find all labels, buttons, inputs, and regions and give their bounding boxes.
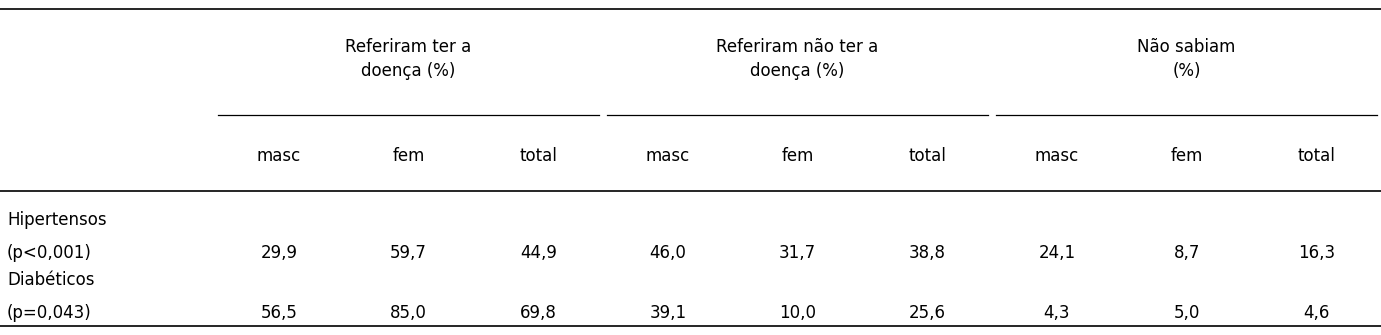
Text: Não sabiam
(%): Não sabiam (%) (1138, 38, 1236, 80)
Text: 29,9: 29,9 (261, 244, 297, 262)
Text: 69,8: 69,8 (519, 304, 557, 322)
Text: 5,0: 5,0 (1174, 304, 1200, 322)
Text: Hipertensos: Hipertensos (7, 211, 106, 229)
Text: 44,9: 44,9 (519, 244, 557, 262)
Text: 56,5: 56,5 (261, 304, 297, 322)
Text: 24,1: 24,1 (1039, 244, 1076, 262)
Text: total: total (909, 146, 946, 164)
Text: 8,7: 8,7 (1174, 244, 1200, 262)
Text: total: total (1297, 146, 1335, 164)
Text: Diabéticos: Diabéticos (7, 271, 94, 289)
Text: fem: fem (782, 146, 813, 164)
Text: total: total (519, 146, 557, 164)
Text: Referiram ter a
doença (%): Referiram ter a doença (%) (345, 38, 472, 80)
Text: Referiram não ter a
doença (%): Referiram não ter a doença (%) (717, 38, 878, 80)
Text: 4,3: 4,3 (1044, 304, 1070, 322)
Text: fem: fem (1171, 146, 1203, 164)
Text: 59,7: 59,7 (389, 244, 427, 262)
Text: 16,3: 16,3 (1298, 244, 1335, 262)
Text: 39,1: 39,1 (649, 304, 686, 322)
Text: 85,0: 85,0 (389, 304, 427, 322)
Text: (p<0,001): (p<0,001) (7, 244, 91, 262)
Text: (p=0,043): (p=0,043) (7, 304, 91, 322)
Text: masc: masc (646, 146, 690, 164)
Text: 25,6: 25,6 (909, 304, 946, 322)
Text: fem: fem (392, 146, 425, 164)
Text: 46,0: 46,0 (649, 244, 686, 262)
Text: 10,0: 10,0 (779, 304, 816, 322)
Text: masc: masc (1034, 146, 1079, 164)
Text: 38,8: 38,8 (909, 244, 946, 262)
Text: 4,6: 4,6 (1304, 304, 1330, 322)
Text: 31,7: 31,7 (779, 244, 816, 262)
Text: masc: masc (257, 146, 301, 164)
